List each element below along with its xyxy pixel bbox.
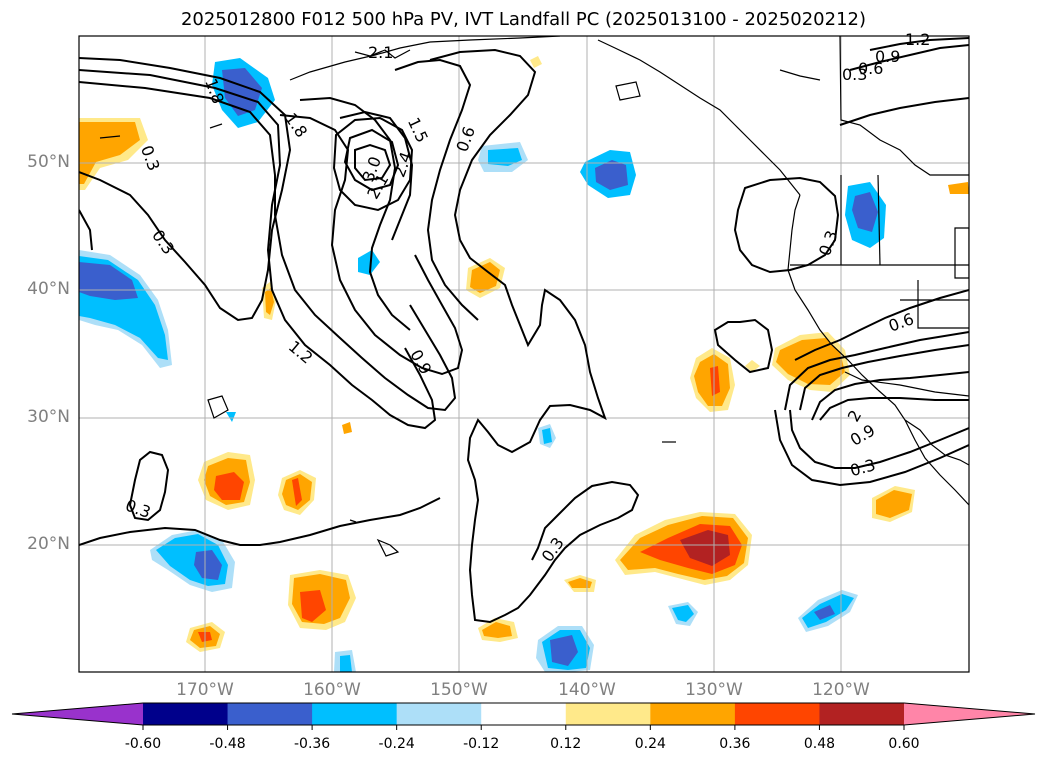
- colorbar-tick-label: 0.24: [634, 736, 666, 752]
- pos-shade: [530, 56, 542, 68]
- colorbar-tick-label: 0.48: [803, 736, 836, 752]
- pv-contours: [79, 37, 969, 624]
- contour-label: 1.2: [905, 30, 930, 49]
- neg-shade: [222, 68, 262, 116]
- colorbar-tick-label: 0.36: [719, 736, 751, 752]
- contour-label: 0.3: [815, 228, 842, 258]
- pos-shade: [710, 366, 720, 396]
- lat-label: 20°N: [27, 534, 70, 554]
- coastlines: [99, 36, 969, 557]
- shaded-fields: [79, 56, 969, 672]
- colorbar-segment: [650, 703, 736, 725]
- pos-shade: [79, 122, 140, 184]
- lat-label: 50°N: [27, 152, 70, 172]
- pos-shade: [265, 288, 274, 315]
- colorbar-extend-low: [12, 703, 143, 725]
- colorbar-segment: [734, 703, 820, 725]
- map-title: 2025012800 F012 500 hPa PV, IVT Landfall…: [180, 9, 867, 30]
- contour-label: 0.9: [406, 346, 435, 378]
- colorbar-segment: [396, 703, 482, 725]
- pos-shade: [745, 360, 760, 372]
- colorbar-tick-label: -0.48: [209, 736, 246, 752]
- colorbar-tick-label: 0.12: [550, 736, 582, 752]
- pos-shade: [292, 478, 302, 506]
- neg-shade: [340, 655, 352, 672]
- colorbar-segment: [565, 703, 651, 725]
- contour-label: 0.3: [848, 455, 878, 480]
- pos-shade: [482, 622, 512, 638]
- colorbar-tick-label: -0.60: [124, 736, 162, 752]
- contour-label: 0.6: [858, 59, 883, 78]
- contour-label: 2.1: [368, 43, 393, 62]
- colorbar-segment: [819, 703, 905, 725]
- contour-label: 0.3: [148, 226, 178, 258]
- lon-label: 130°W: [685, 680, 743, 700]
- lon-label: 160°W: [303, 680, 361, 700]
- colorbar-tick-label: -0.36: [293, 736, 331, 752]
- colorbar-segment: [312, 703, 398, 725]
- lon-label: 120°W: [812, 680, 870, 700]
- lat-label: 30°N: [27, 407, 70, 427]
- contour-label: 0.3: [137, 143, 164, 173]
- lat-label: 40°N: [27, 279, 70, 299]
- colorbar-extend-high: [904, 703, 1035, 725]
- pos-shade: [470, 262, 500, 293]
- neg-shade: [226, 412, 236, 422]
- lon-label: 170°W: [176, 680, 234, 700]
- contour-label: 1.2: [285, 337, 317, 368]
- colorbar-segment: [143, 703, 229, 725]
- pos-shade: [568, 578, 592, 588]
- pos-shade: [948, 182, 969, 194]
- contour-label: 0.3: [842, 65, 867, 84]
- colorbar-segment: [481, 703, 567, 725]
- neg-shade: [852, 192, 878, 232]
- neg-shade: [488, 148, 522, 166]
- colorbar: [11, 702, 1036, 730]
- pos-shade: [214, 472, 244, 500]
- contour-label: 0.9: [875, 47, 900, 66]
- colorbar-tick-label: -0.12: [463, 736, 500, 752]
- neg-shade: [79, 262, 138, 300]
- lon-label: 150°W: [430, 680, 488, 700]
- contour-label: 1.8: [281, 109, 311, 141]
- pos-shade: [300, 590, 326, 622]
- contour-label: 2: [844, 407, 866, 425]
- neg-shade: [358, 250, 380, 275]
- lon-label: 140°W: [558, 680, 616, 700]
- pos-shade: [342, 422, 352, 434]
- colorbar-tick-label: 0.60: [888, 736, 920, 752]
- neg-shade: [814, 605, 835, 620]
- neg-shade: [194, 550, 222, 580]
- pos-shade: [680, 530, 730, 566]
- pos-shade: [876, 490, 912, 518]
- contour-label: 0.6: [886, 309, 916, 336]
- gridlines: [79, 36, 969, 672]
- map-frame: [78, 35, 970, 673]
- neg-shade: [542, 428, 552, 444]
- neg-shade: [550, 635, 578, 666]
- contour-label: 0.9: [847, 420, 879, 449]
- colorbar-tick-label: -0.24: [378, 736, 415, 752]
- neg-shade: [672, 605, 694, 622]
- neg-shade: [595, 160, 628, 190]
- colorbar-segment: [227, 703, 313, 725]
- contour-label: 0.6: [452, 124, 479, 154]
